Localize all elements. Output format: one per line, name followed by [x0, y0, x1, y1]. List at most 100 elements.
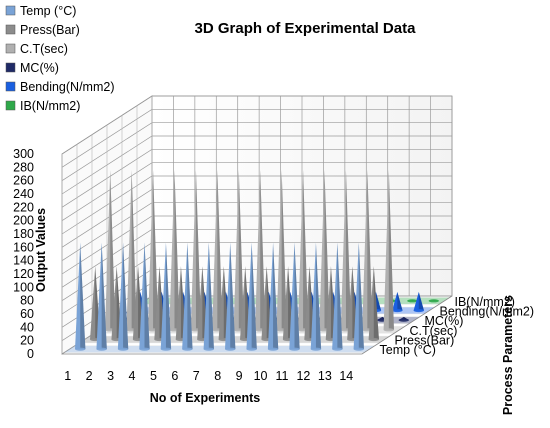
legend-label: MC(%) — [20, 61, 59, 75]
cone-1-5 — [160, 242, 172, 351]
x-tick-labels: 1 2 3 4 5 6 7 8 9 10 11 12 13 14 — [64, 369, 353, 383]
cone-body — [160, 242, 172, 350]
z-tick-label: Press(Bar) — [395, 334, 455, 348]
cone-body — [126, 169, 137, 330]
chart-cones — [75, 169, 439, 351]
cone-body — [368, 266, 379, 340]
x-tick-label: 11 — [276, 369, 289, 383]
cone-base — [75, 347, 86, 351]
legend-item: MC(%) — [5, 61, 59, 75]
legend-item: Press(Bar) — [5, 23, 80, 37]
cone-3-14 — [383, 169, 394, 332]
cone-5-14 — [413, 291, 424, 313]
cone-body — [297, 169, 309, 330]
z-tick-label: MC(%) — [425, 314, 464, 328]
cone-shade — [131, 169, 137, 330]
legend-item: Bending(N/mm2) — [5, 80, 114, 94]
legend-label: Press(Bar) — [20, 23, 80, 37]
cone-body — [255, 169, 266, 330]
cone-shade — [358, 242, 364, 350]
legend-label: C.T(sec) — [20, 42, 68, 56]
y-tick-label: 160 — [13, 240, 34, 254]
legend-swatch — [5, 81, 16, 92]
cone-base — [203, 347, 214, 351]
cone-4-14 — [398, 316, 409, 322]
x-tick-label: 8 — [214, 369, 221, 383]
legend-item: C.T(sec) — [5, 42, 68, 56]
cone-1-10 — [267, 242, 279, 351]
cone-shade — [373, 266, 379, 340]
legend-swatch — [5, 62, 16, 73]
legend: Temp (°C) Press(Bar) C.T(sec) MC(%) Bending(… — [5, 4, 114, 113]
legend-label: Bending(N/mm2) — [20, 80, 114, 94]
cone-shade — [367, 169, 373, 330]
cone-1-7 — [203, 242, 214, 351]
cone-body — [413, 291, 424, 311]
cone-shade — [281, 169, 287, 330]
chart-grid — [61, 95, 453, 355]
cone-shade — [375, 291, 382, 311]
cone-shade — [303, 169, 309, 330]
cone-shade — [123, 242, 129, 350]
cone-base — [310, 347, 322, 351]
cone-1-4 — [139, 242, 150, 351]
cone-body — [246, 242, 257, 350]
cone-shade — [153, 169, 159, 330]
cone-shade — [245, 266, 251, 340]
cone-3-11 — [319, 169, 330, 332]
x-tick-label: 6 — [171, 369, 178, 383]
legend-swatch — [5, 100, 16, 111]
cone-body — [353, 242, 364, 350]
cone-shade — [337, 242, 343, 350]
y-tick-label: 40 — [20, 320, 34, 334]
cone-base — [407, 299, 418, 303]
cone-base — [182, 347, 193, 351]
cone-shade — [238, 169, 244, 330]
cone-shade — [251, 242, 257, 350]
cone-shade — [418, 291, 424, 311]
z-axis-label: Process Parameters — [501, 295, 515, 415]
floor-edge — [62, 295, 453, 355]
x-tick-label: 4 — [129, 369, 136, 383]
cone-body — [276, 169, 287, 330]
cone-shade — [397, 291, 403, 311]
cone-body — [225, 242, 236, 350]
y-tick-label: 280 — [13, 160, 34, 174]
y-tick-label: 200 — [13, 214, 34, 228]
y-tick-label: 120 — [13, 267, 34, 281]
x-tick-label: 10 — [254, 369, 268, 383]
cone-shade — [187, 242, 193, 350]
chart-title: 3D Graph of Experimental Data — [195, 20, 417, 37]
y-tick-label: 60 — [20, 307, 34, 321]
y-tick-label: 300 — [13, 147, 34, 161]
floor-strip — [63, 345, 376, 353]
z-tick-label: IB(N/mm2) — [455, 295, 515, 309]
cone-base — [353, 347, 364, 351]
y-tick-label: 240 — [13, 187, 34, 201]
x-tick-label: 9 — [236, 369, 243, 383]
cone-shade — [288, 266, 294, 340]
cone-body — [182, 242, 193, 350]
z-tick-label: C.T(sec) — [410, 324, 458, 338]
cone-shade — [195, 169, 202, 330]
cone-body — [139, 242, 150, 350]
legend-item: IB(N/mm2) — [5, 99, 80, 113]
cone-1-13 — [332, 242, 343, 351]
y-tick-label: 80 — [20, 294, 34, 308]
x-tick-label: 7 — [193, 369, 200, 383]
x-tick-label: 2 — [86, 369, 93, 383]
cone-shade — [352, 266, 358, 340]
cone-body — [75, 242, 86, 350]
cone-base — [139, 347, 150, 351]
legend-swatch — [5, 5, 16, 16]
cone-body — [105, 169, 116, 330]
cone-base — [267, 347, 279, 351]
y-tick-label: 260 — [13, 174, 34, 188]
y-tick-labels: 0204060801001201401601802002202402602803… — [13, 147, 34, 361]
y-tick-label: 220 — [13, 200, 34, 214]
cone-body — [212, 169, 223, 330]
y-tick-label: 20 — [20, 334, 34, 348]
cone-1-12 — [310, 242, 322, 351]
cone-body — [203, 242, 214, 350]
